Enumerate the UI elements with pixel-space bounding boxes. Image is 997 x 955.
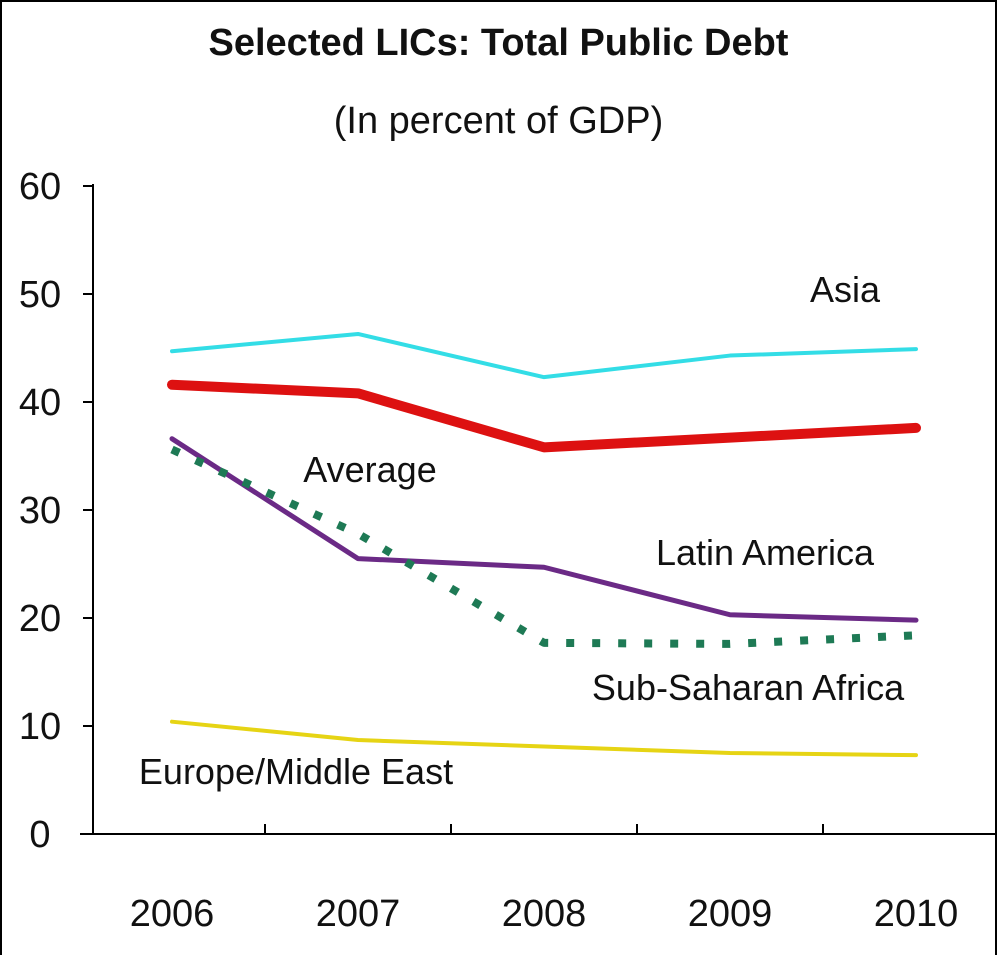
y-tick-label: 0 xyxy=(29,814,50,856)
series-labels: Asia Average Latin America Sub-Saharan Afri… xyxy=(139,269,905,792)
series-label-average: Average xyxy=(303,449,436,490)
x-tick-label: 2010 xyxy=(874,893,959,935)
series-label-asia: Asia xyxy=(810,269,881,310)
x-tick-label: 2007 xyxy=(316,893,401,935)
series-line-average xyxy=(167,379,921,453)
y-tick-label: 20 xyxy=(19,598,61,640)
x-tick-label: 2008 xyxy=(502,893,587,935)
y-tick-label: 30 xyxy=(19,490,61,532)
y-tick-label: 10 xyxy=(19,706,61,748)
series-label-europe-middle-east: Europe/Middle East xyxy=(139,751,453,792)
y-tick-label: 60 xyxy=(19,166,61,208)
x-tick-label: 2009 xyxy=(688,893,773,935)
x-tick-label: 2006 xyxy=(130,893,215,935)
series-label-sub-saharan-africa: Sub-Saharan Africa xyxy=(592,667,905,708)
series-line-latin-america xyxy=(169,436,919,623)
chart-title: Selected LICs: Total Public Debt xyxy=(208,22,789,64)
series-line-asia xyxy=(170,331,918,380)
axes: 0 10 20 30 40 50 60 2006 2007 2008 2009 2010 xyxy=(19,166,997,935)
chart-subtitle: (In percent of GDP) xyxy=(333,100,664,142)
y-tick-label: 40 xyxy=(19,382,61,424)
y-tick-label: 50 xyxy=(19,274,61,316)
series-label-latin-america: Latin America xyxy=(656,532,875,573)
series-lines xyxy=(167,331,921,758)
